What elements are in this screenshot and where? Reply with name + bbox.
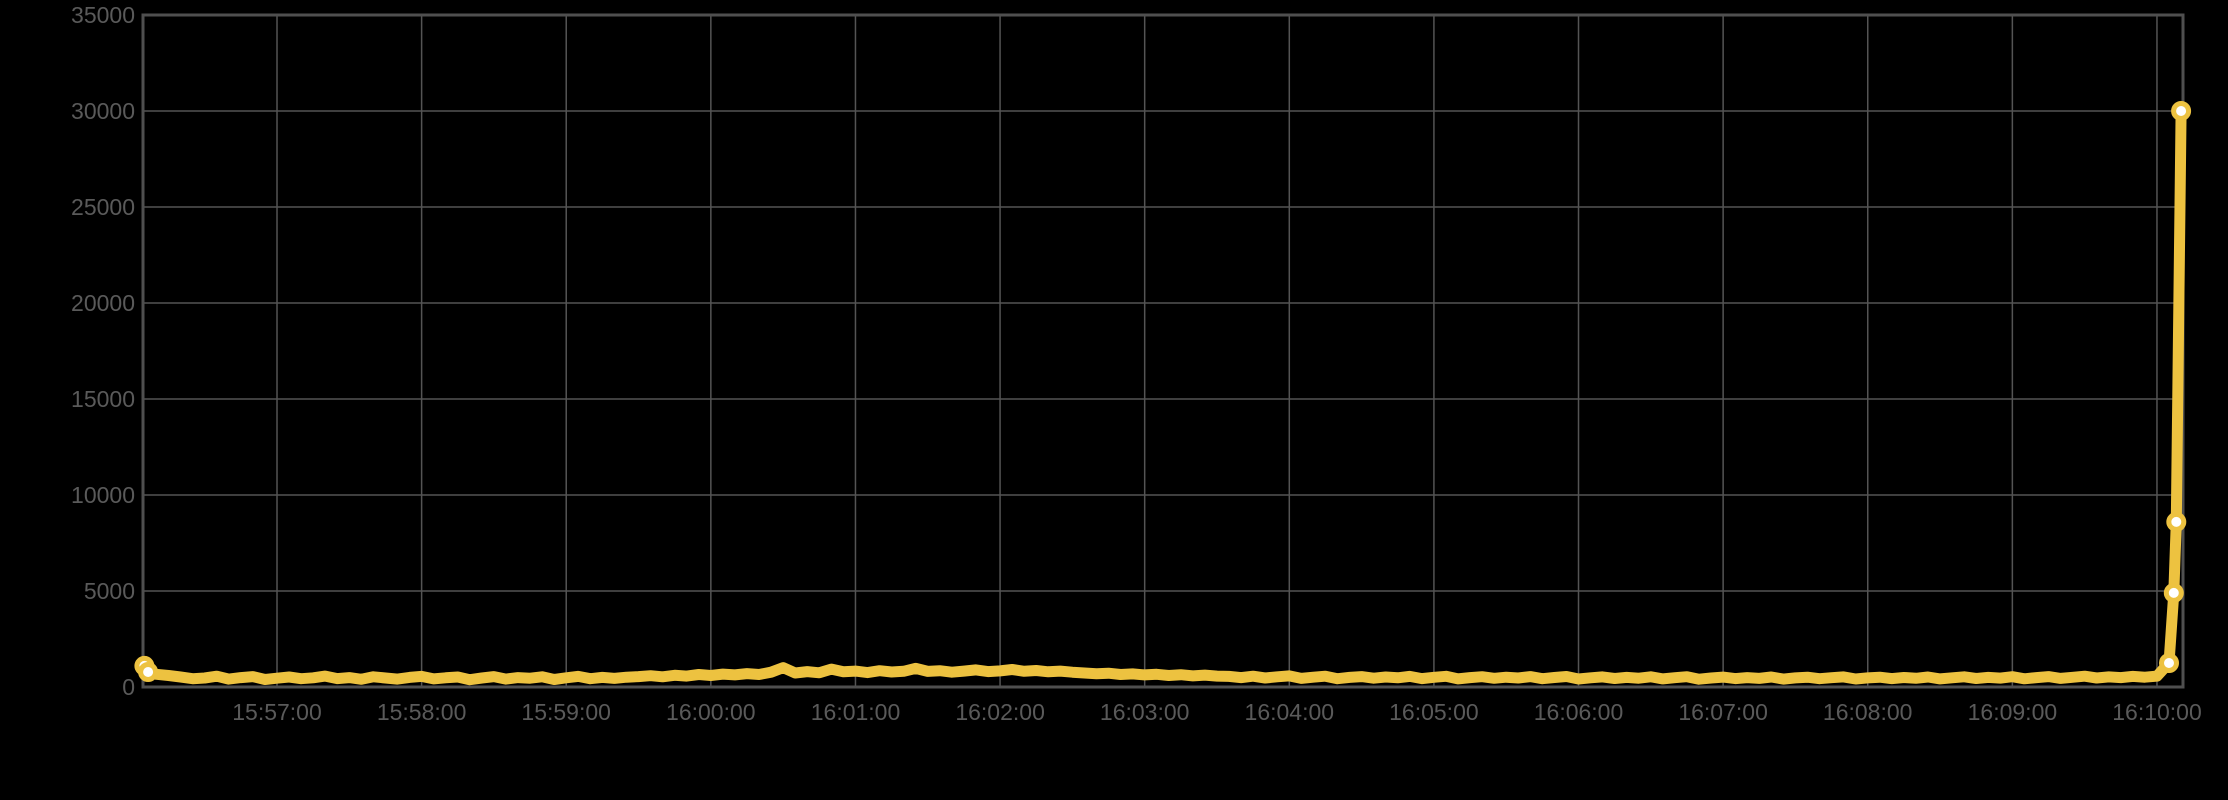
x-tick-label: 15:57:00: [232, 699, 322, 725]
x-tick-label: 16:09:00: [1968, 699, 2058, 725]
x-tick-label: 16:00:00: [666, 699, 756, 725]
x-tick-label: 16:01:00: [811, 699, 901, 725]
data-point-marker[interactable]: [2171, 101, 2192, 121]
x-tick-label: 16:02:00: [955, 699, 1045, 725]
data-point-marker[interactable]: [138, 662, 159, 682]
gridlines: [143, 14, 2183, 688]
x-tick-label: 16:10:00: [2112, 699, 2202, 725]
y-tick-label: 0: [122, 674, 135, 700]
y-axis-tick-labels: 0 5000 10000 15000 20000 25000 30000 35000: [71, 2, 135, 700]
y-tick-label: 5000: [84, 578, 135, 604]
x-tick-label: 16:05:00: [1389, 699, 1479, 725]
y-tick-label: 30000: [71, 98, 135, 124]
plot-area[interactable]: [143, 15, 2183, 687]
data-point-markers[interactable]: [134, 101, 2192, 682]
y-tick-label: 25000: [71, 194, 135, 220]
data-point-marker[interactable]: [2166, 511, 2187, 532]
series-polyline: [138, 105, 2187, 686]
y-tick-label: 15000: [71, 386, 135, 412]
y-tick-label: 35000: [71, 2, 135, 28]
x-tick-label: 15:59:00: [521, 699, 611, 725]
x-axis-tick-labels: 15:57:00 15:58:00 15:59:00 16:00:00 16:01:00…: [232, 699, 2202, 725]
x-tick-label: 15:58:00: [377, 699, 467, 725]
data-point-marker[interactable]: [2163, 582, 2184, 603]
x-tick-label: 16:07:00: [1678, 699, 1768, 725]
series-line: [138, 105, 2187, 686]
data-point-marker[interactable]: [2159, 653, 2179, 673]
x-tick-label: 16:06:00: [1534, 699, 1624, 725]
y-tick-label: 20000: [71, 290, 135, 316]
x-tick-label: 16:03:00: [1100, 699, 1190, 725]
x-tick-label: 16:08:00: [1823, 699, 1913, 725]
y-tick-label: 10000: [71, 482, 135, 508]
x-tick-label: 16:04:00: [1245, 699, 1335, 725]
